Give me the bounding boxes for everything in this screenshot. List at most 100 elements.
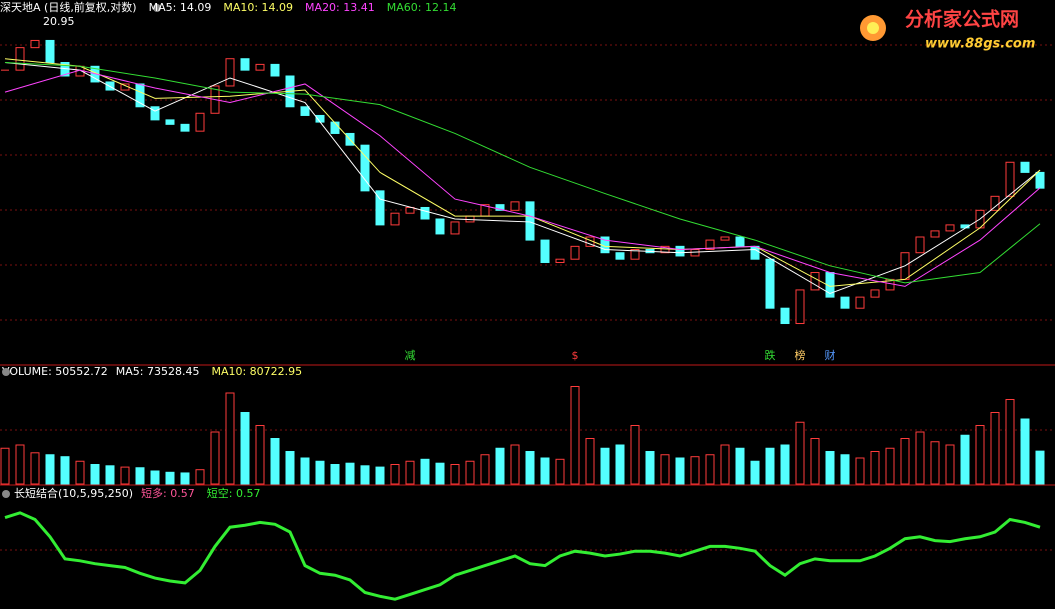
volume-bar <box>525 451 535 485</box>
volume-bar <box>1020 418 1030 485</box>
candle <box>390 212 400 226</box>
logo-icon <box>867 22 879 34</box>
volume-bar <box>645 451 655 485</box>
candle <box>705 239 715 251</box>
candle <box>510 201 520 211</box>
volume-bar <box>195 469 205 485</box>
volume-bar <box>435 462 445 485</box>
candle <box>555 258 565 263</box>
header-icon <box>2 368 10 376</box>
annotation: 跌 <box>765 348 776 362</box>
volume-bar <box>1035 450 1045 485</box>
volume-bar <box>120 466 130 485</box>
legend-entry: 短空: 0.57 <box>207 486 261 500</box>
volume-bar <box>225 392 235 485</box>
volume-bar <box>390 464 400 485</box>
volume-bar <box>990 412 1000 485</box>
candle <box>1005 161 1015 197</box>
price-header: 深天地A (日线,前复权,对数) <box>0 0 161 14</box>
volume-bar <box>870 451 880 485</box>
volume-bar <box>615 444 625 485</box>
candle <box>1020 161 1030 173</box>
legend-entry: MA5: 14.09 <box>149 1 212 14</box>
max-label: 20.95 <box>43 15 75 28</box>
candle <box>150 106 160 121</box>
candle <box>525 201 535 241</box>
candle <box>810 272 820 291</box>
volume-bar <box>765 447 775 485</box>
volume-bar <box>495 447 505 485</box>
volume-bar <box>705 454 715 485</box>
volume-bar <box>345 462 355 485</box>
volume-bar <box>555 458 565 485</box>
candle <box>780 307 790 325</box>
legend-entry: MA5: 73528.45 <box>116 365 200 378</box>
volume-title: VOLUME: 50552.72 <box>2 365 108 378</box>
candle <box>540 239 550 263</box>
candle <box>420 206 430 220</box>
volume-bar <box>795 421 805 485</box>
candle <box>990 195 1000 211</box>
volume-bar <box>660 454 670 485</box>
candle <box>375 190 385 226</box>
volume-bar <box>585 438 595 485</box>
header-icon <box>2 490 10 498</box>
volume-bar <box>840 454 850 485</box>
candle <box>195 112 205 132</box>
volume-bar <box>420 458 430 485</box>
volume-bar <box>45 454 55 485</box>
volume-bar <box>735 447 745 485</box>
candle <box>495 204 505 211</box>
volume-bar <box>210 431 220 485</box>
volume-bar <box>945 444 955 485</box>
candle <box>855 296 865 309</box>
candle <box>765 258 775 309</box>
logo-title: 分析家公式网 <box>905 8 1019 31</box>
volume-bar <box>855 457 865 485</box>
volume-bar <box>300 457 310 485</box>
indicator-line <box>4 511 1041 601</box>
candle <box>15 47 25 71</box>
candle <box>735 236 745 247</box>
volume-bar <box>600 447 610 485</box>
logo: 分析家公式网 www.88gs.com <box>860 8 1035 52</box>
volume-bar <box>465 460 475 485</box>
candle <box>300 106 310 116</box>
candle <box>630 249 640 260</box>
candle <box>1035 171 1045 189</box>
candle <box>690 249 700 257</box>
volume-bar <box>915 431 925 485</box>
volume-bar <box>360 465 370 485</box>
candle <box>165 119 175 125</box>
volume-bar <box>30 452 40 485</box>
volume-bar <box>810 438 820 485</box>
volume-bar <box>900 438 910 485</box>
header-icon <box>153 4 161 12</box>
candle <box>240 58 250 71</box>
volume-bar <box>1005 399 1015 485</box>
candle <box>675 245 685 257</box>
ma-line <box>4 69 1041 287</box>
volume-bar <box>750 460 760 485</box>
legend-entry: MA10: 14.09 <box>223 1 293 14</box>
candle <box>795 289 805 325</box>
candle <box>270 63 280 77</box>
volume-bar <box>570 386 580 485</box>
candle <box>450 221 460 235</box>
volume-bar <box>975 425 985 485</box>
legend-entry: MA10: 80722.95 <box>211 365 302 378</box>
candle <box>255 63 265 71</box>
candle <box>720 236 730 241</box>
volume-bar <box>180 472 190 485</box>
candle <box>435 218 445 235</box>
annotation: 减 <box>405 349 416 362</box>
indicator-title: 长短结合(10,5,95,250) <box>14 486 133 500</box>
candle <box>405 206 415 214</box>
volume-bar <box>540 457 550 485</box>
candle <box>870 289 880 298</box>
volume-bar <box>105 465 115 485</box>
legend-entry: MA60: 12.14 <box>387 1 457 14</box>
price-title: 深天地A (日线,前复权,对数) <box>0 0 137 14</box>
